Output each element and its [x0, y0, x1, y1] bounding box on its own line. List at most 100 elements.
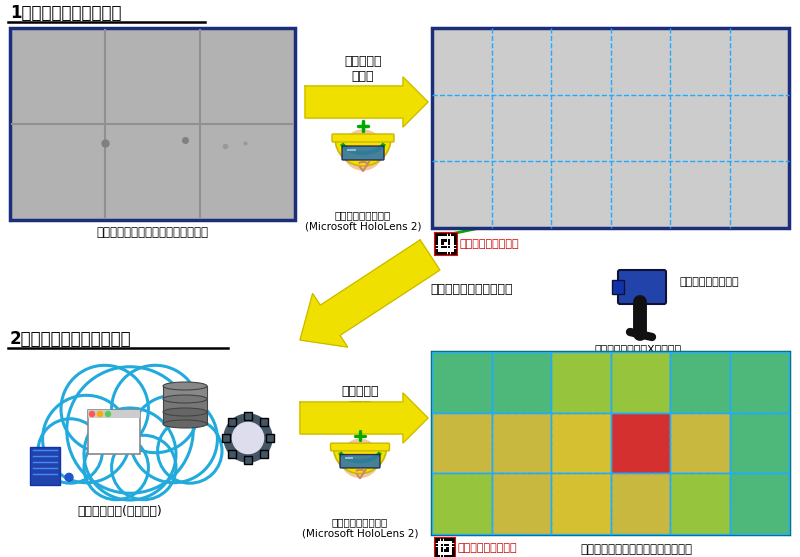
- Ellipse shape: [163, 408, 207, 416]
- Bar: [432, 352, 491, 413]
- Bar: [454, 233, 457, 236]
- Bar: [452, 555, 454, 557]
- Text: X3-Y2: X3-Y2: [562, 427, 599, 439]
- Bar: [435, 236, 438, 239]
- Bar: [454, 249, 457, 252]
- Bar: [454, 246, 457, 248]
- Text: 塩分濃度測定対象のコンクリート面: 塩分濃度測定対象のコンクリート面: [97, 226, 209, 239]
- Circle shape: [66, 367, 194, 494]
- FancyBboxPatch shape: [266, 434, 274, 442]
- Bar: [441, 546, 443, 549]
- Bar: [670, 473, 730, 534]
- Bar: [435, 252, 438, 255]
- Bar: [454, 252, 457, 255]
- Bar: [435, 549, 438, 552]
- Text: ○○kg/m3: ○○kg/m3: [738, 446, 780, 455]
- Bar: [438, 538, 441, 541]
- FancyBboxPatch shape: [618, 270, 666, 304]
- FancyBboxPatch shape: [259, 449, 267, 457]
- Bar: [442, 246, 444, 248]
- Text: X3-Y3: X3-Y3: [559, 58, 602, 72]
- Text: 測定データアップロード: 測定データアップロード: [430, 283, 513, 296]
- Bar: [435, 246, 438, 248]
- Circle shape: [98, 412, 102, 417]
- Polygon shape: [300, 393, 428, 443]
- Text: ○○kg/m3: ○○kg/m3: [560, 446, 602, 455]
- Text: X2-Y1: X2-Y1: [499, 192, 543, 206]
- FancyBboxPatch shape: [259, 418, 267, 427]
- Bar: [454, 242, 457, 245]
- Bar: [551, 352, 610, 413]
- Wedge shape: [334, 447, 386, 473]
- Circle shape: [112, 365, 199, 453]
- Bar: [435, 249, 438, 252]
- Polygon shape: [300, 240, 440, 347]
- Bar: [435, 233, 438, 236]
- Bar: [730, 352, 789, 413]
- Bar: [551, 413, 610, 473]
- Text: X2-Y2: X2-Y2: [503, 427, 540, 439]
- Bar: [446, 555, 449, 557]
- Bar: [435, 242, 438, 245]
- Bar: [446, 544, 449, 546]
- Text: ○○kg/m3: ○○kg/m3: [679, 446, 720, 455]
- Circle shape: [112, 436, 176, 500]
- Bar: [450, 252, 454, 255]
- Text: X4-Y3: X4-Y3: [622, 366, 658, 379]
- Bar: [443, 549, 446, 552]
- Text: ○○kg/m3: ○○kg/m3: [560, 385, 602, 394]
- Circle shape: [233, 422, 264, 453]
- Bar: [443, 555, 446, 557]
- Bar: [452, 549, 454, 552]
- Text: X5-Y1: X5-Y1: [682, 487, 718, 500]
- Bar: [452, 538, 454, 541]
- FancyBboxPatch shape: [222, 434, 230, 442]
- Bar: [446, 538, 449, 541]
- Bar: [670, 352, 730, 413]
- Circle shape: [40, 464, 48, 472]
- Text: ○○kg/m3: ○○kg/m3: [679, 385, 720, 394]
- Text: X1-Y2: X1-Y2: [443, 427, 480, 439]
- Bar: [441, 549, 443, 552]
- Ellipse shape: [163, 395, 207, 403]
- Bar: [432, 28, 789, 228]
- Text: X3-Y2: X3-Y2: [558, 125, 602, 139]
- Bar: [447, 246, 450, 248]
- Bar: [447, 242, 450, 245]
- Text: X6-Y3: X6-Y3: [738, 58, 781, 72]
- Text: ○○kg/m3: ○○kg/m3: [620, 385, 661, 394]
- Bar: [163, 412, 207, 424]
- Circle shape: [84, 408, 176, 500]
- Text: X5-Y2: X5-Y2: [678, 125, 722, 139]
- Text: ○○kg/m3: ○○kg/m3: [620, 506, 661, 516]
- Bar: [610, 413, 670, 473]
- Text: ○○kg/m3: ○○kg/m3: [679, 506, 720, 516]
- Circle shape: [42, 395, 130, 483]
- Text: X5-Y3: X5-Y3: [682, 366, 718, 379]
- Text: X2-Y2: X2-Y2: [499, 125, 543, 139]
- Bar: [491, 413, 551, 473]
- Text: ○○kg/m3: ○○kg/m3: [738, 385, 780, 394]
- Bar: [435, 538, 438, 541]
- Text: ○○kg/m3: ○○kg/m3: [501, 506, 542, 516]
- Bar: [438, 252, 441, 255]
- FancyBboxPatch shape: [30, 447, 60, 485]
- Circle shape: [106, 412, 110, 417]
- Text: X1-Y1: X1-Y1: [443, 487, 480, 500]
- Text: ○○kg/m3: ○○kg/m3: [620, 446, 661, 455]
- Text: X1-Y3: X1-Y3: [443, 366, 480, 379]
- Text: ○○kg/m3: ○○kg/m3: [441, 446, 482, 455]
- Bar: [442, 233, 444, 236]
- Text: ○○kg/m3: ○○kg/m3: [560, 506, 602, 516]
- Text: X5-Y1: X5-Y1: [678, 192, 722, 206]
- Text: ハンドヘルド蛍光X線分析計
（エビデント VANTA）: ハンドヘルド蛍光X線分析計 （エビデント VANTA）: [594, 344, 682, 365]
- FancyBboxPatch shape: [229, 449, 237, 457]
- Bar: [442, 242, 444, 245]
- Text: 測定データ
可視化: 測定データ 可視化: [342, 385, 378, 413]
- Text: X2-Y3: X2-Y3: [503, 366, 540, 379]
- Text: 塩分濃度の高いエリアが特定される: 塩分濃度の高いエリアが特定される: [580, 543, 692, 556]
- Bar: [443, 544, 446, 546]
- Bar: [435, 233, 457, 255]
- Text: X6-Y1: X6-Y1: [741, 487, 778, 500]
- Bar: [446, 549, 449, 552]
